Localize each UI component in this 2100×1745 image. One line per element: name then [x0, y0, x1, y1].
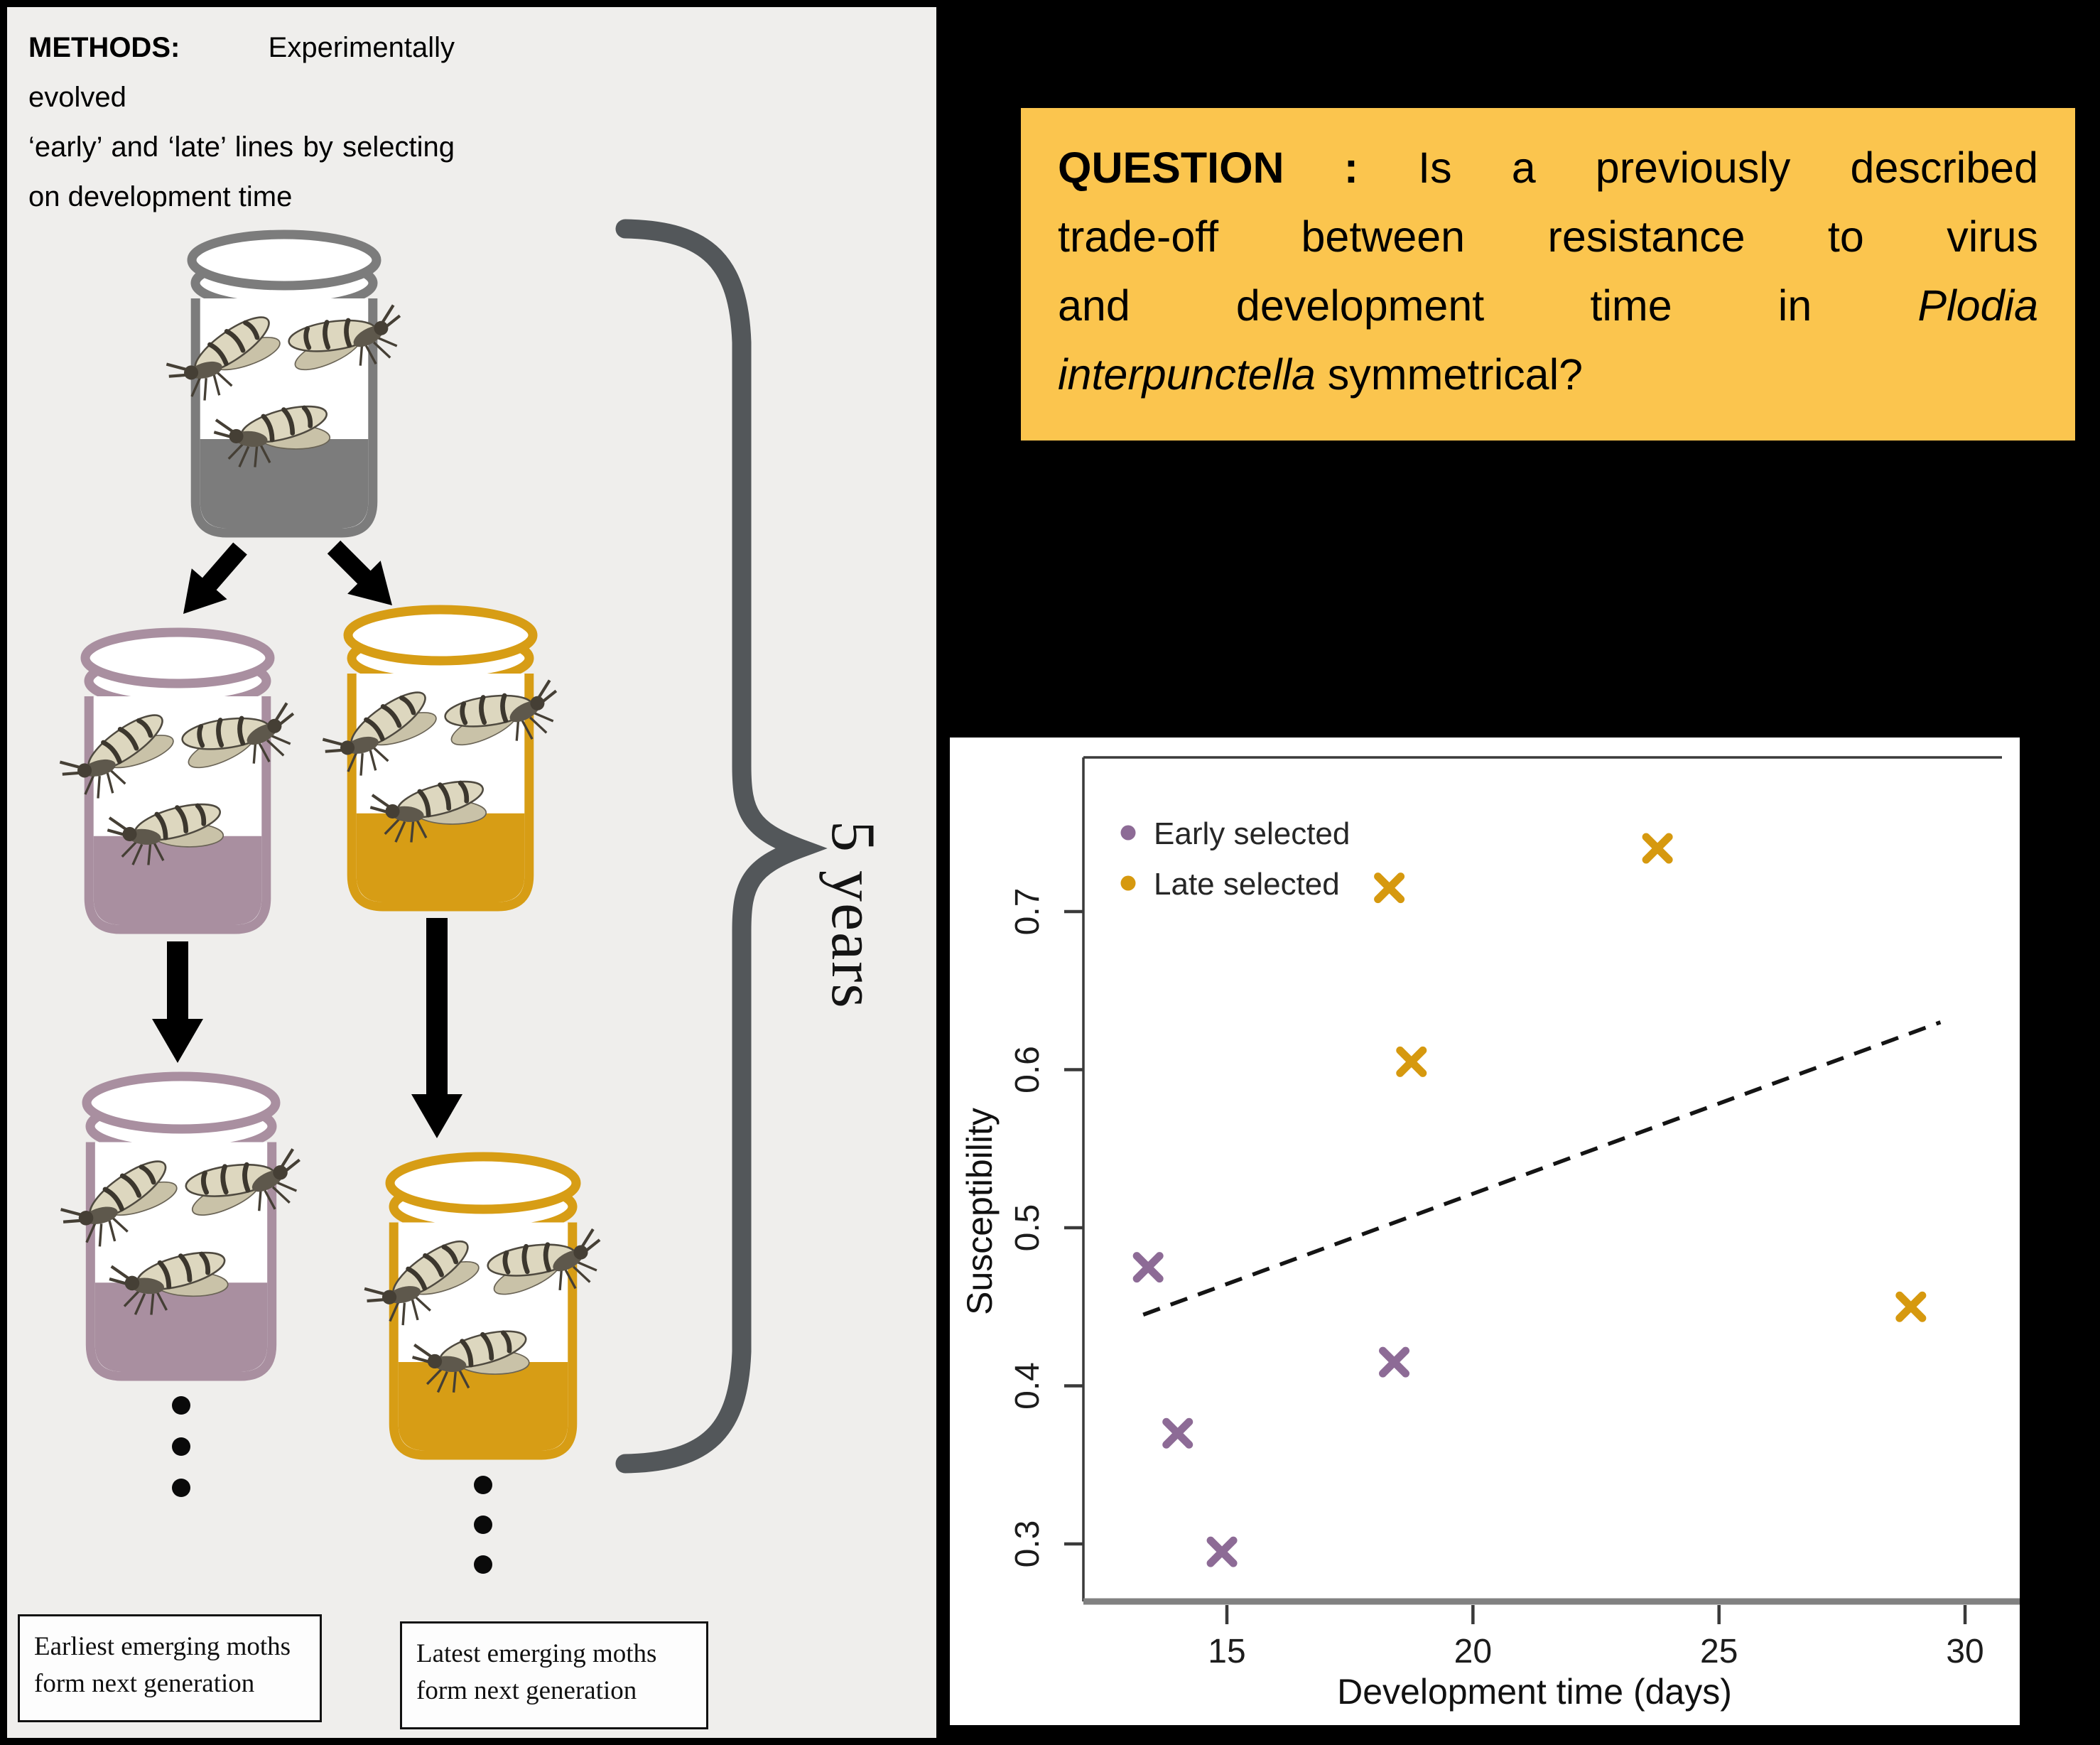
caption-early-line-2: form next generation: [34, 1669, 255, 1698]
plot-legend: Early selected Late selected: [1120, 816, 1350, 902]
y-axis-title: Susceptibility: [960, 1108, 1000, 1315]
question-line-4-post: symmetrical?: [1315, 350, 1584, 399]
jar-lid: [82, 1071, 281, 1134]
arrow-icon: [183, 542, 247, 614]
question-line-1: QUESTION : Is a previously described: [1058, 134, 2038, 202]
caption-early-line-1: Earliest emerging moths: [34, 1632, 291, 1661]
data-point-x-marker: [1132, 1252, 1164, 1283]
caption-late-line-2: form next generation: [416, 1676, 637, 1705]
data-point-x-marker: [1895, 1291, 1927, 1322]
early-line-jar-gen1: [54, 627, 303, 934]
jar-lid: [343, 605, 538, 666]
y-tick-label: 0.5: [1009, 1204, 1046, 1252]
methods-line-2: ‘early’ and ‘late’ lines by selecting: [28, 131, 455, 163]
data-point-x-marker: [1162, 1417, 1194, 1449]
x-tick-label: 20: [1454, 1633, 1492, 1670]
legend-marker-icon: [1120, 825, 1136, 841]
caption-late-selected: Latest emerging moths form next generati…: [400, 1621, 708, 1729]
susceptibility-scatter-plot: 15 20 25 30 0.3 0.4 0.5 0.6 0.7 Development time …: [960, 756, 2020, 1712]
y-tick-label: 0.3: [1009, 1520, 1046, 1568]
x-tick-label: 15: [1208, 1633, 1245, 1670]
data-point-x-marker: [1206, 1536, 1238, 1567]
ancestral-jar: [161, 229, 410, 538]
series-early-selected: [1132, 1252, 1410, 1567]
y-tick-label: 0.6: [1009, 1046, 1046, 1093]
vertical-ellipsis-icon: [474, 1516, 492, 1534]
vertical-ellipsis-icon: [172, 1396, 190, 1415]
jar-food-fill: [93, 836, 262, 925]
x-axis-title: Development time (days): [1337, 1672, 1732, 1712]
arrow-icon: [411, 918, 462, 1138]
methods-heading: METHODS:: [28, 32, 180, 63]
legend-marker-icon: [1120, 875, 1136, 891]
brace-label: 5 years: [818, 821, 887, 1010]
arrow-icon: [152, 941, 203, 1063]
series-late-selected: [1374, 833, 1927, 1322]
data-point-x-marker: [1396, 1046, 1427, 1077]
y-tick-label: 0.4: [1009, 1362, 1046, 1410]
curly-brace-icon: [615, 219, 828, 1474]
species-name-part-2: interpunctella: [1058, 350, 1316, 399]
question-heading: QUESTION :: [1058, 144, 1419, 192]
trendline: [1142, 1020, 1942, 1317]
arrow-icon: [327, 540, 392, 605]
vertical-ellipsis-icon: [172, 1437, 190, 1456]
plot-axes: 15 20 25 30 0.3 0.4 0.5 0.6 0.7 Development time …: [960, 756, 2020, 1712]
question-line-3-pre: and development time in: [1058, 281, 1918, 330]
y-tick-label: 0.7: [1009, 888, 1046, 936]
results-plot-panel: 15 20 25 30 0.3 0.4 0.5 0.6 0.7 Development time …: [950, 738, 2020, 1725]
question-line-3: and development time in Plodia: [1058, 271, 2038, 340]
jar-food-fill: [94, 1282, 268, 1372]
question-box: QUESTION : Is a previously described tra…: [1021, 108, 2075, 441]
selection-experiment-diagram: [6, 219, 828, 1574]
data-point-x-marker: [1379, 1346, 1410, 1378]
question-line-4: interpunctella symmetrical?: [1058, 340, 2038, 409]
x-tick-label: 30: [1946, 1633, 1983, 1670]
methods-text: METHODS: Experimentally evolved ‘early’ …: [28, 23, 455, 222]
vertical-ellipsis-icon: [172, 1479, 190, 1497]
data-point-x-marker: [1642, 833, 1673, 864]
jar-food-fill: [398, 1362, 568, 1451]
methods-line-3: on development time: [28, 181, 293, 212]
vertical-ellipsis-icon: [474, 1555, 492, 1574]
jar-food-fill: [356, 813, 525, 902]
legend-label: Early selected: [1154, 816, 1350, 851]
legend-label: Late selected: [1154, 867, 1340, 902]
jar-lid: [187, 229, 381, 291]
jar-food-fill: [200, 439, 369, 529]
caption-early-selected: Earliest emerging moths form next genera…: [18, 1614, 322, 1722]
question-line-1-rest: Is a previously described: [1418, 144, 2039, 192]
caption-late-line-1: Latest emerging moths: [416, 1639, 657, 1668]
methods-line-1: METHODS: Experimentally evolved: [28, 23, 455, 122]
jar-lid: [385, 1152, 581, 1214]
data-point-x-marker: [1374, 872, 1405, 904]
late-line-jar-gen1: [317, 605, 566, 912]
early-line-jar-gen2: [55, 1071, 310, 1381]
x-tick-label: 25: [1700, 1633, 1738, 1670]
methods-line-1-rest: Experimentally evolved: [28, 32, 455, 113]
question-line-2: trade-off between resistance to virus: [1058, 212, 2038, 261]
vertical-ellipsis-icon: [474, 1476, 492, 1494]
jar-lid: [80, 627, 275, 688]
late-line-jar-gen2: [359, 1152, 610, 1460]
species-name-part-1: Plodia: [1917, 281, 2038, 330]
